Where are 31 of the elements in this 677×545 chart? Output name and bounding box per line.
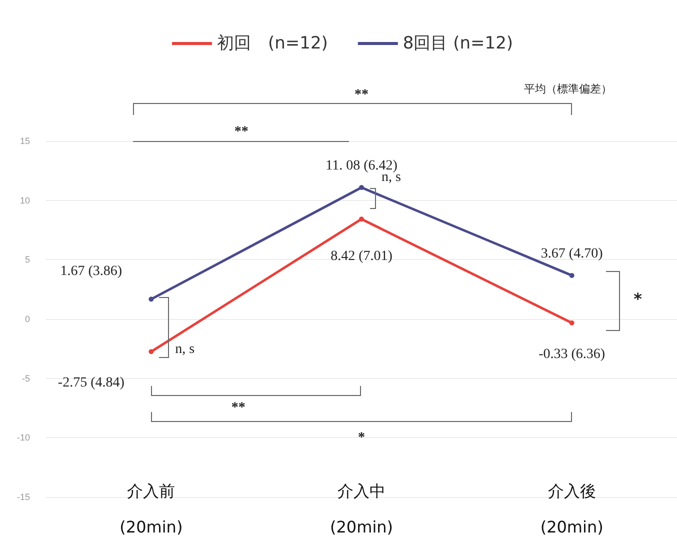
text: ** [354, 88, 368, 102]
text: ** [234, 124, 248, 140]
point [359, 216, 364, 222]
legend-label: 初回 (n=12) [216, 34, 328, 54]
data-label: 8.42 (7.01) [330, 249, 393, 264]
point [359, 185, 364, 190]
data-label: -2.75 (4.84) [58, 376, 125, 391]
point [569, 272, 574, 278]
x-tick-label: 介入前 (20min) [120, 482, 183, 536]
annotation: * [634, 290, 643, 309]
y-tick-label: 10 [20, 195, 30, 206]
annotation: n, s [175, 342, 195, 358]
x-tick-label: 介入後 (20min) [540, 482, 604, 536]
legend-label: 8回目 (n=12) [402, 34, 514, 54]
y-tick-label: 0 [24, 314, 30, 324]
point [148, 296, 154, 302]
y-tick-label: 15 [20, 136, 30, 146]
annotation: * [358, 430, 365, 446]
x-tick-label: 介入中 (20min) [330, 482, 394, 536]
data-label: 11. 08 (6.42) [326, 158, 398, 174]
y-tick-label: 5 [24, 254, 30, 265]
point [148, 349, 154, 354]
data-label: 3.67 (4.70) [540, 246, 604, 262]
annotation: ** [231, 400, 246, 416]
text: 平均（標準偏差） [524, 82, 612, 96]
point [569, 320, 574, 326]
y-tick-label: -5 [22, 373, 30, 384]
y-tick-label: -15 [16, 492, 30, 502]
data-label: -0.33 (6.36) [538, 346, 606, 362]
data-label: 1.67 (3.86) [60, 264, 122, 280]
y-tick-label: -10 [16, 432, 30, 443]
